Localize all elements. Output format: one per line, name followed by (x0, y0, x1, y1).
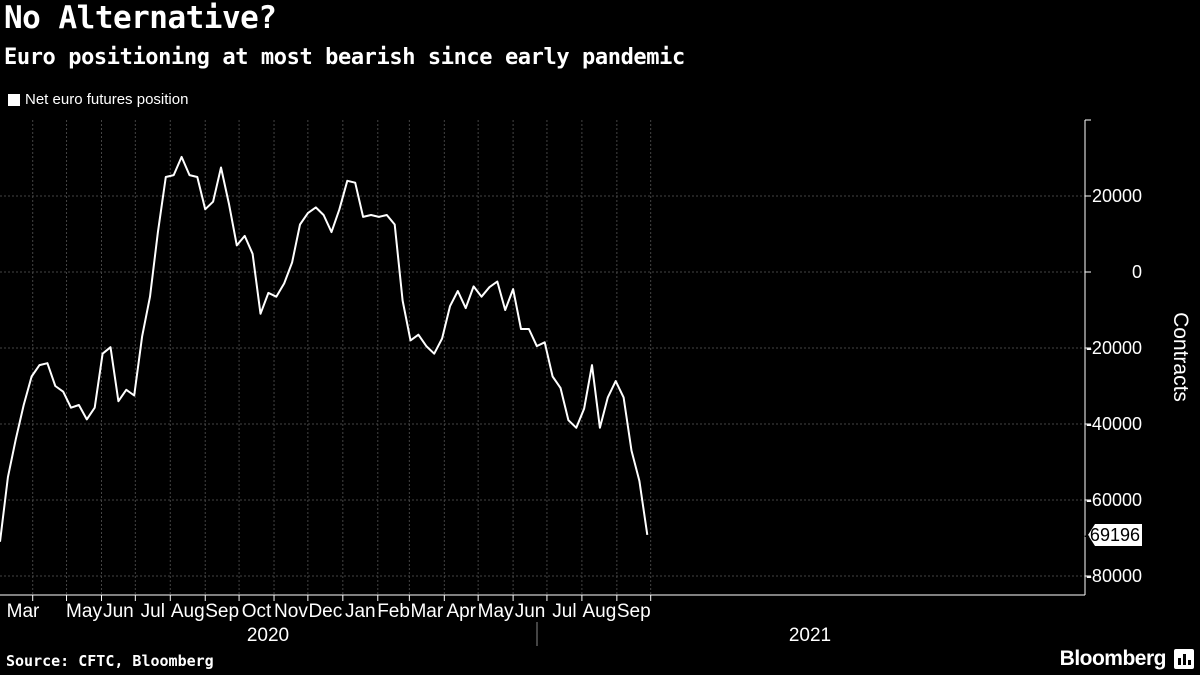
x-tick-label: Feb (377, 601, 410, 622)
chart-title: No Alternative? (4, 0, 277, 36)
last-value-label: -69196 (1084, 525, 1140, 545)
y-tick-label: -80000 (1086, 566, 1142, 586)
chart-subtitle: Euro positioning at most bearish since e… (4, 45, 685, 70)
x-tick-label: Mar (410, 601, 443, 622)
y-tick-label: -40000 (1086, 414, 1142, 434)
legend-swatch (8, 93, 20, 106)
source-note: Source: CFTC, Bloomberg (6, 652, 214, 670)
x-tick-label: Aug (171, 601, 205, 622)
x-tick-label: Jun (515, 601, 546, 622)
x-tick-label: Aug (582, 601, 616, 622)
x-tick-label: Sep (205, 601, 239, 622)
bloomberg-wordmark: Bloomberg (1059, 647, 1167, 670)
y-tick-label: -20000 (1086, 338, 1142, 358)
y-tick-label: 0 (1132, 262, 1142, 282)
x-tick-label: Jul (141, 601, 165, 622)
last-value-callout: -69196 (1084, 523, 1142, 546)
y-tick-label: 20000 (1092, 186, 1142, 206)
x-tick-label: Oct (242, 601, 272, 622)
x-tick-label: May (66, 601, 102, 622)
legend: Net euro futures position (8, 91, 188, 108)
x-tick-label: Sep (617, 601, 651, 622)
x-tick-label: Mar (7, 601, 40, 622)
x-year-label: 2021 (789, 625, 831, 646)
y-tick-label: -60000 (1086, 490, 1142, 510)
series-line-net-euro-futures-position (0, 155, 649, 542)
x-tick-label: Nov (274, 601, 308, 622)
x-tick-label: Jul (552, 601, 576, 622)
x-tick-label: Dec (308, 601, 342, 622)
bloomberg-logo-icon (1174, 649, 1194, 669)
x-tick-label: Apr (446, 601, 476, 622)
x-tick-label: May (478, 601, 514, 622)
x-year-label: 2020 (247, 625, 289, 646)
x-tick-label: Jan (345, 601, 376, 622)
x-tick-label: Jun (103, 601, 134, 622)
legend-label: Net euro futures position (25, 91, 189, 108)
y-axis-label: Contracts (1169, 312, 1192, 402)
last-value-box (1088, 523, 1142, 546)
